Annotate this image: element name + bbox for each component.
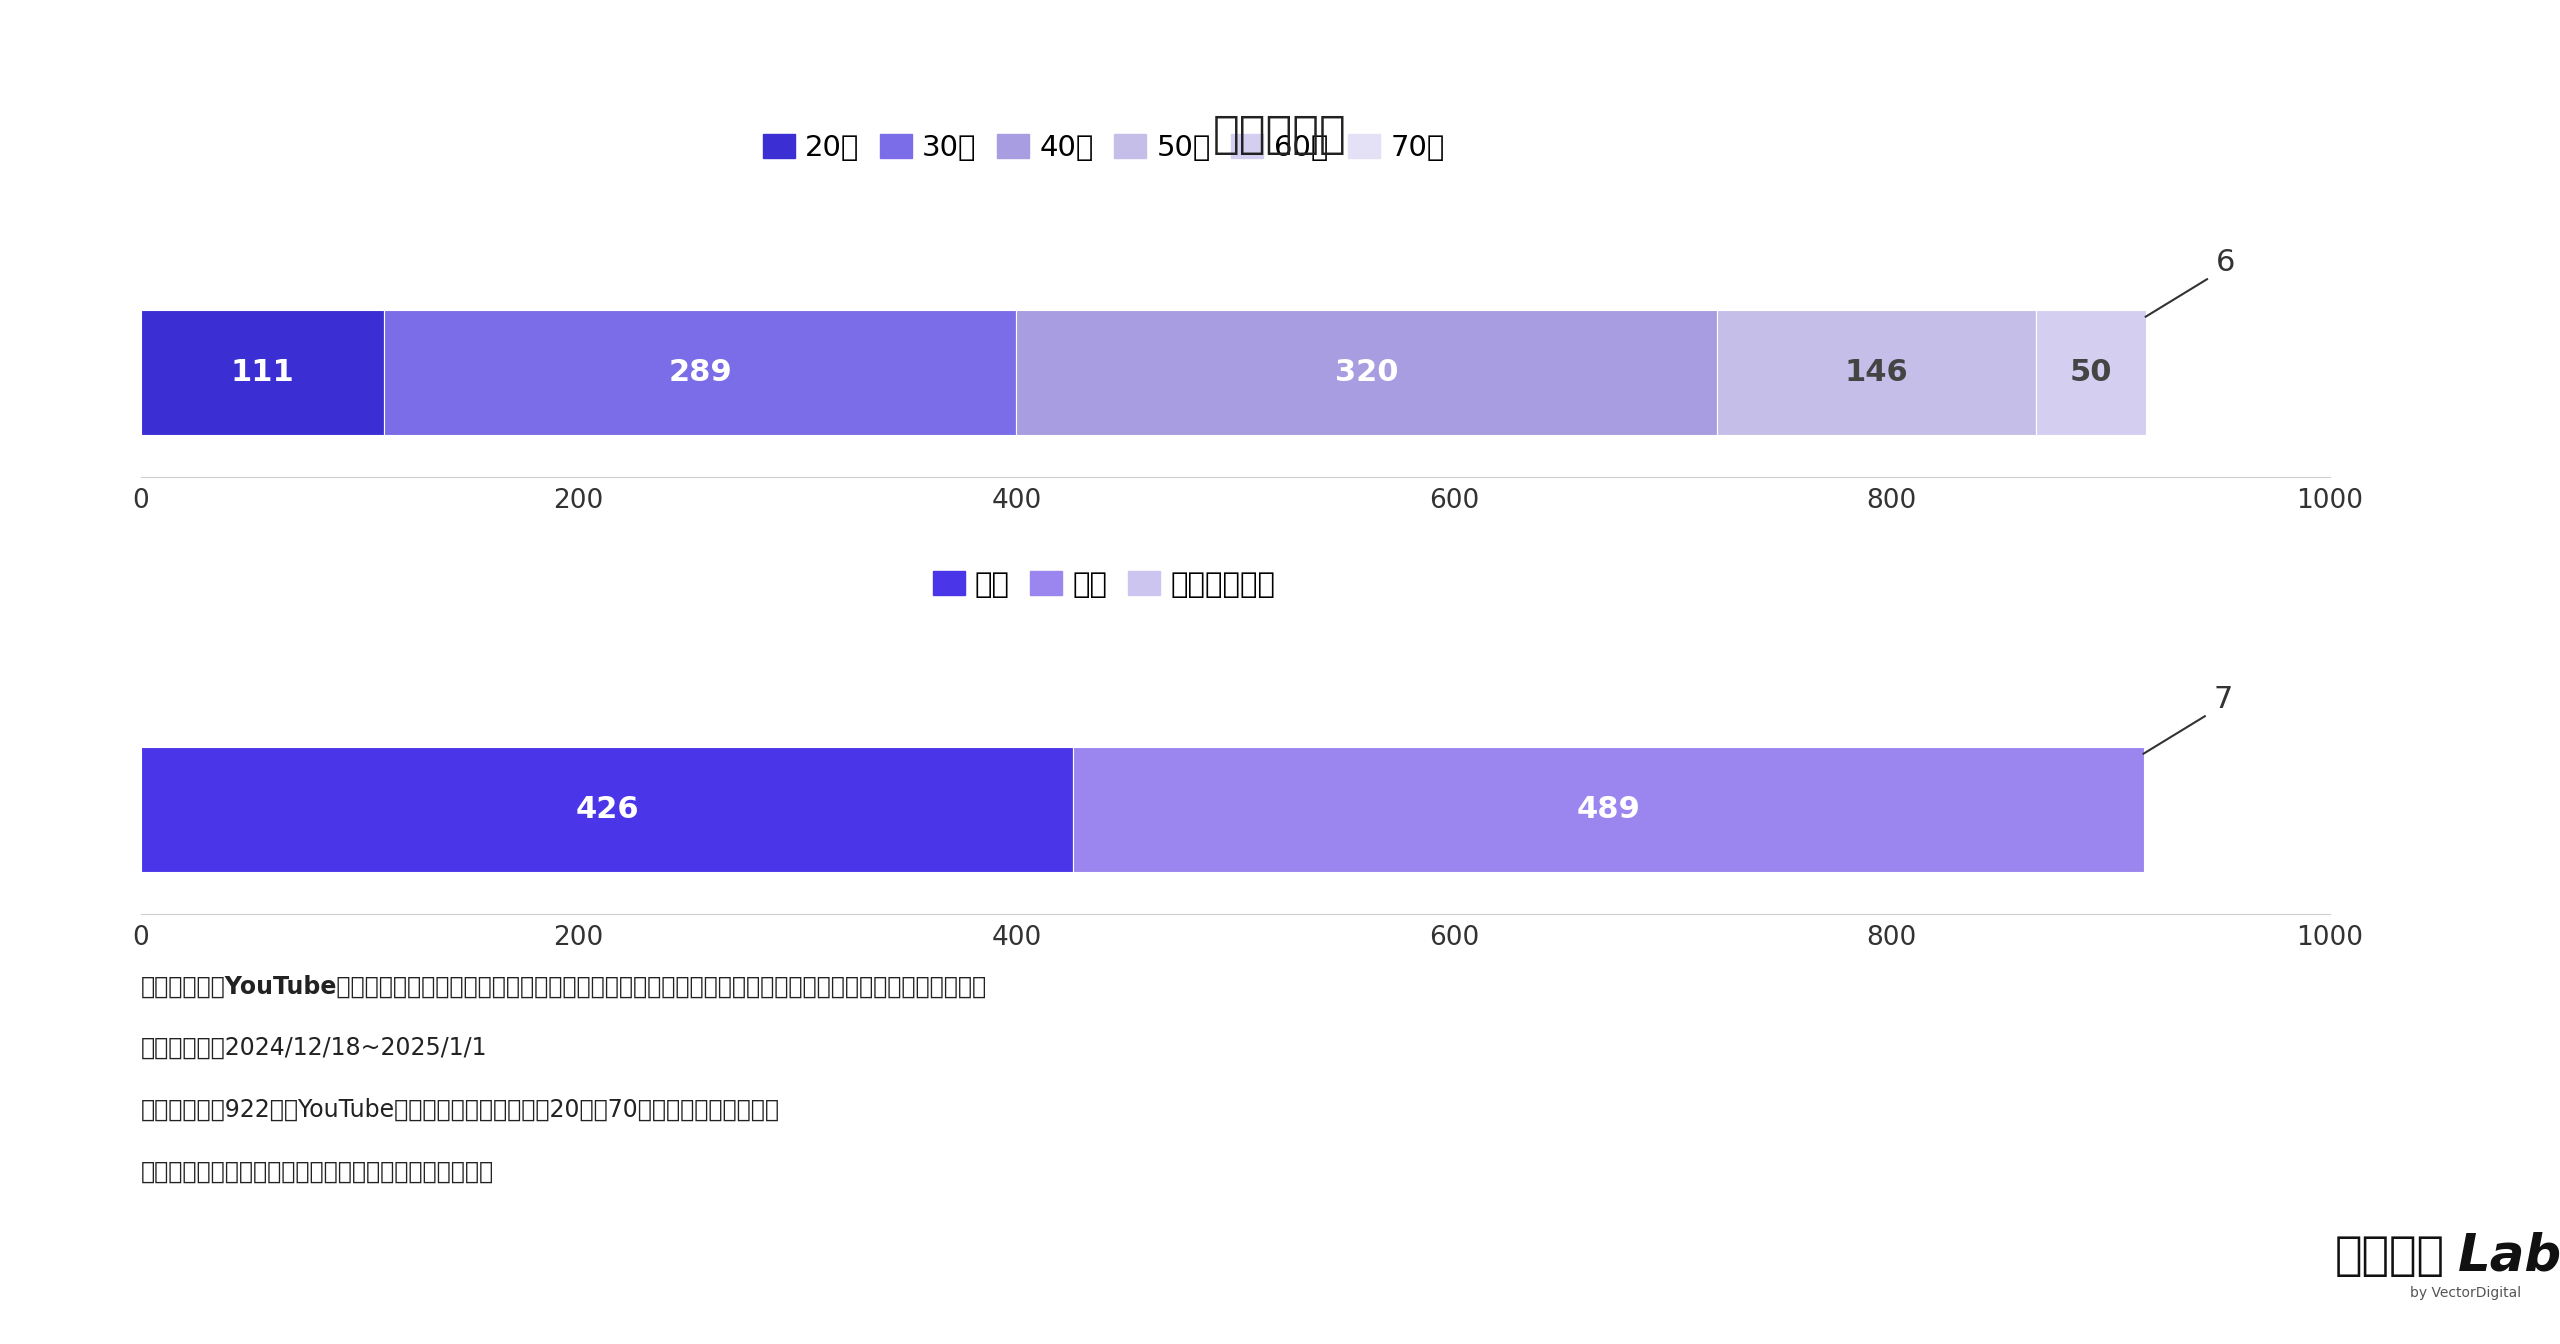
Text: ・調査期間：2024/12/18~2025/1/1: ・調査期間：2024/12/18~2025/1/1	[141, 1036, 486, 1060]
Text: 50: 50	[2071, 359, 2112, 387]
Bar	[1073, 747, 2143, 872]
Text: 426: 426	[576, 796, 640, 824]
Text: 【調査内容：YouTubeの「プロモーションを含みます」に対する理解や購買意欲に与える影響に関するアンケート調査結果】: 【調査内容：YouTubeの「プロモーションを含みます」に対する理解や購買意欲に…	[141, 974, 988, 999]
Text: 性・年代別: 性・年代別	[1213, 113, 1347, 156]
Text: 6: 6	[2217, 249, 2235, 277]
Bar	[384, 310, 1016, 435]
Text: 289: 289	[668, 359, 732, 387]
Text: 320: 320	[1334, 359, 1398, 387]
Bar	[2035, 310, 2145, 435]
Text: ・調査方法：インターネット調査（クラウドワークス）: ・調査方法：インターネット調査（クラウドワークス）	[141, 1160, 494, 1184]
Legend: 20代, 30代, 40代, 50代, 60代, 70代: 20代, 30代, 40代, 50代, 60代, 70代	[763, 133, 1444, 161]
Text: 489: 489	[1577, 796, 1641, 824]
Bar	[1016, 310, 1718, 435]
Legend: 男性, 女性, 答えたくない: 男性, 女性, 答えたくない	[932, 571, 1275, 598]
Text: 111: 111	[230, 359, 294, 387]
Text: by VectorDigital: by VectorDigital	[2412, 1286, 2522, 1300]
Bar	[1718, 310, 2035, 435]
Bar	[141, 310, 384, 435]
Text: 7: 7	[2214, 685, 2232, 714]
Text: Lab.: Lab.	[2458, 1231, 2560, 1282]
Text: キーマケ: キーマケ	[2335, 1234, 2445, 1279]
Text: ・調査対象：922名（YouTubeを日常的に利用している20代〜70代で日本在住の男女）: ・調査対象：922名（YouTubeを日常的に利用している20代〜70代で日本在…	[141, 1098, 781, 1122]
Bar	[141, 747, 1073, 872]
Text: 146: 146	[1846, 359, 1907, 387]
